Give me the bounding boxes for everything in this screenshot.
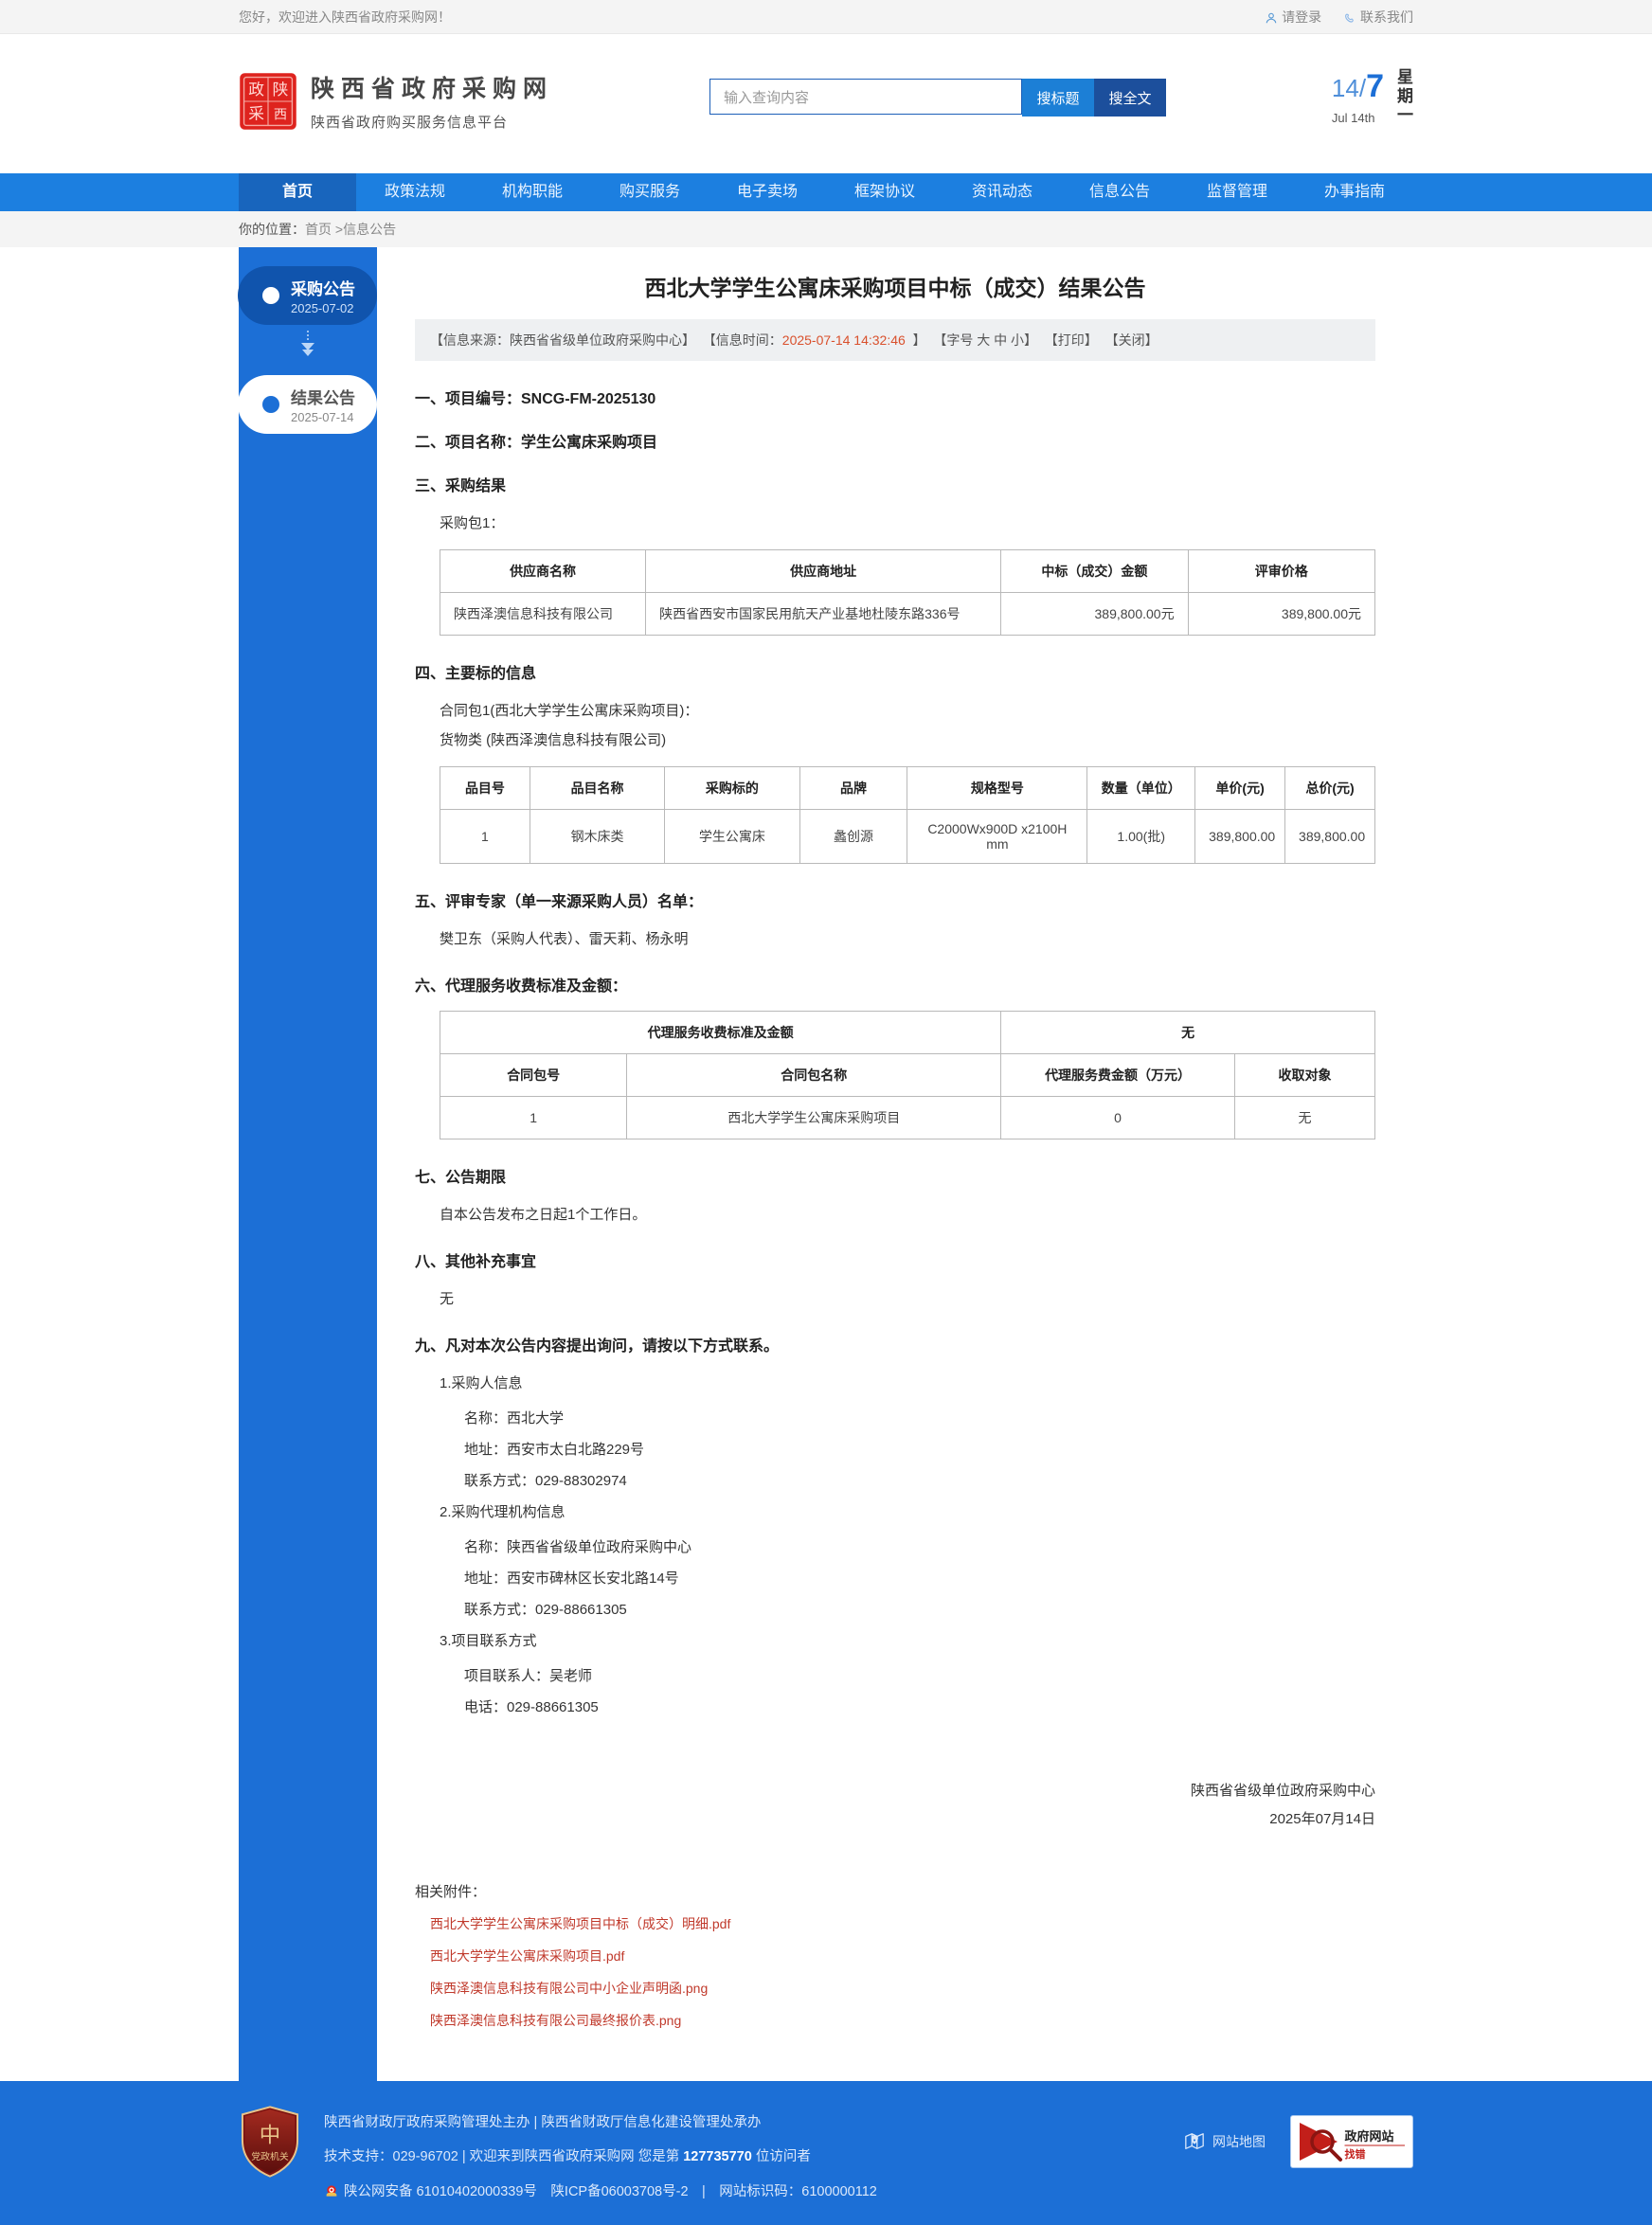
svg-text:找错: 找错: [1345, 2147, 1366, 2161]
svg-text:党政机关: 党政机关: [251, 2150, 289, 2162]
svg-text:中: 中: [260, 2123, 280, 2146]
svg-text:西: 西: [274, 107, 287, 122]
svg-text:政府网站: 政府网站: [1345, 2129, 1394, 2144]
svg-text:政: 政: [248, 81, 264, 99]
svg-text:陕: 陕: [273, 81, 289, 99]
svg-text:采: 采: [248, 104, 264, 122]
